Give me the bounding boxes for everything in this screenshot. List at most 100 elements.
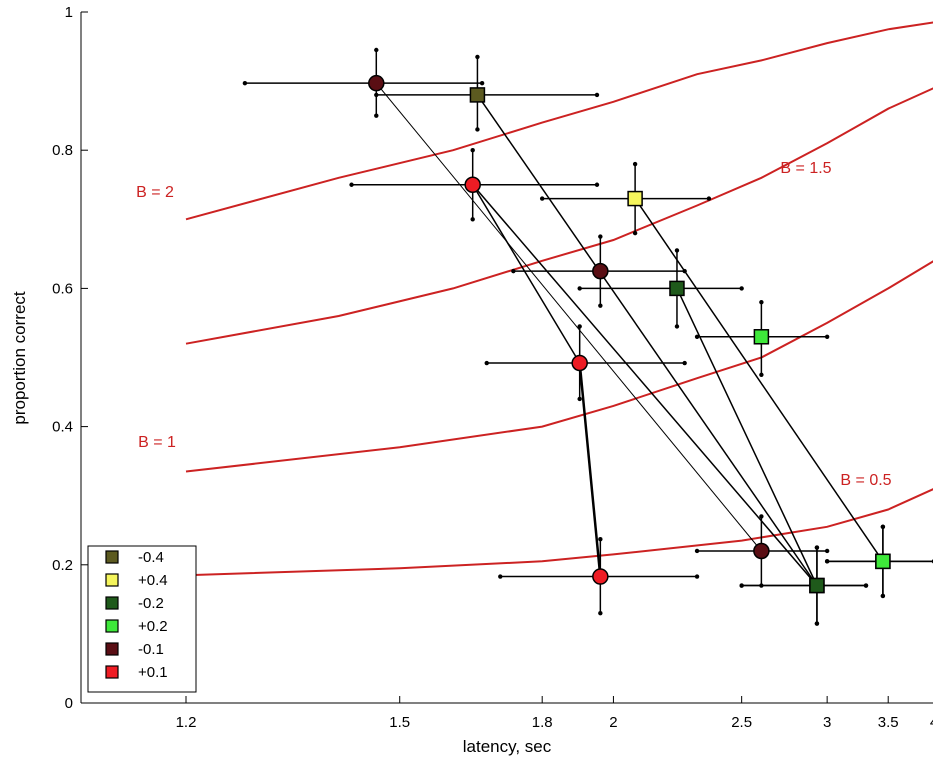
y-tick-label: 0.2 xyxy=(52,557,73,574)
error-bar-cap xyxy=(706,196,712,201)
error-bar-cap xyxy=(539,196,545,201)
model-curves xyxy=(185,21,933,577)
legend-swatch xyxy=(105,573,119,587)
legend-swatch xyxy=(105,550,119,564)
connector-line xyxy=(578,362,602,577)
error-bar-cap xyxy=(594,182,600,187)
legend-label: -0.1 xyxy=(138,641,164,658)
data-point-square xyxy=(753,329,770,345)
error-bar-cap xyxy=(498,574,503,579)
y-tick-label: 0 xyxy=(65,695,73,712)
y-axis-label: proportion correct xyxy=(10,291,29,425)
x-tick-label: 1.5 xyxy=(389,714,410,731)
legend-label: +0.2 xyxy=(138,618,168,635)
curve-label: B = 1.5 xyxy=(780,160,831,177)
error-bar-cap xyxy=(349,182,354,187)
error-bar-cap xyxy=(759,300,764,305)
connector-line xyxy=(476,94,818,586)
error-bar-cap xyxy=(694,548,700,554)
error-bar-cap xyxy=(594,92,600,98)
error-bar-cap xyxy=(694,334,700,339)
model-curve xyxy=(185,260,933,473)
legend-label: -0.2 xyxy=(138,595,164,612)
error-bar-cap xyxy=(475,127,480,132)
error-bar-cap xyxy=(598,537,603,542)
y-tick-label: 1 xyxy=(65,4,73,21)
error-bar-cap xyxy=(674,324,680,329)
error-bar-cap xyxy=(511,268,516,274)
curve-labels: B = 2 B = 1.5 B = 1 B = 0.5 xyxy=(136,160,892,489)
axis-ticks: 1.2 1.5 1.8 2 2.5 3 3.5 4 0 0.2 0.4 0.6 0.8 1 xyxy=(52,4,933,731)
data-point-circle xyxy=(592,568,609,585)
error-bar-cap xyxy=(814,621,820,626)
connector-line xyxy=(472,184,818,586)
data-point-circle xyxy=(592,262,609,280)
error-bar-cap xyxy=(694,574,700,579)
error-bar-cap xyxy=(470,217,475,222)
data-markers xyxy=(368,74,891,594)
error-bar-cap xyxy=(242,80,248,86)
data-point-square xyxy=(469,87,486,103)
y-tick-label: 0.8 xyxy=(52,142,73,159)
data-point-circle xyxy=(571,354,588,372)
error-bar-cap xyxy=(577,324,582,329)
error-bar-cap xyxy=(682,268,687,274)
connector-line xyxy=(375,82,762,552)
legend-swatch xyxy=(105,619,119,633)
legend-label: +0.4 xyxy=(138,572,168,589)
error-bar-cap xyxy=(479,80,485,86)
legend-label: -0.4 xyxy=(138,549,164,566)
curve-label: B = 0.5 xyxy=(840,472,891,489)
connector-line xyxy=(472,184,581,364)
error-bar-cap xyxy=(577,396,582,402)
error-bar-cap xyxy=(739,286,744,291)
x-tick-label: 2.5 xyxy=(731,714,752,731)
connector-line xyxy=(676,288,818,586)
error-bar-cap xyxy=(880,593,886,599)
data-point-circle xyxy=(464,176,481,193)
plot-area xyxy=(80,12,933,704)
x-tick-label: 3 xyxy=(823,714,831,731)
data-point-square xyxy=(875,553,891,570)
curve-label: B = 1 xyxy=(138,434,176,451)
data-point-square xyxy=(627,190,643,207)
model-curve xyxy=(185,87,933,345)
error-bars xyxy=(242,47,933,626)
error-bar-cap xyxy=(814,545,820,550)
error-bar-cap xyxy=(475,54,480,60)
error-bar-cap xyxy=(484,360,489,366)
error-bar-cap xyxy=(759,514,764,519)
error-bar-cap xyxy=(759,583,764,588)
model-curve xyxy=(185,21,933,221)
y-tick-label: 0.4 xyxy=(52,419,73,436)
x-tick-label: 4 xyxy=(930,714,933,731)
error-bar-cap xyxy=(598,234,603,239)
curve-label: B = 2 xyxy=(136,184,174,201)
error-bar-cap xyxy=(632,230,638,236)
error-bar-cap xyxy=(824,559,830,564)
error-bar-cap xyxy=(824,548,830,554)
error-bar-cap xyxy=(598,303,603,308)
legend-label: +0.1 xyxy=(138,664,168,681)
y-tick-label: 0.6 xyxy=(52,280,73,297)
legend-swatch xyxy=(105,642,119,656)
error-bar-cap xyxy=(880,524,886,529)
data-point-circle xyxy=(753,542,770,560)
model-curve xyxy=(185,488,933,577)
error-bar-cap xyxy=(863,583,869,588)
error-bar-cap xyxy=(374,113,379,118)
x-tick-label: 1.8 xyxy=(532,714,553,731)
x-axis-label: latency, sec xyxy=(463,737,552,756)
error-bar-cap xyxy=(470,148,475,153)
error-bar-cap xyxy=(682,360,687,366)
connector-line xyxy=(634,198,884,562)
error-bar-cap xyxy=(674,248,680,253)
x-tick-label: 3.5 xyxy=(878,714,899,731)
legend-swatch xyxy=(105,596,119,610)
error-bar-cap xyxy=(577,286,582,291)
data-point-square xyxy=(669,280,685,297)
data-point-circle xyxy=(368,74,385,92)
error-bar-cap xyxy=(632,161,638,167)
error-bar-cap xyxy=(598,610,603,616)
